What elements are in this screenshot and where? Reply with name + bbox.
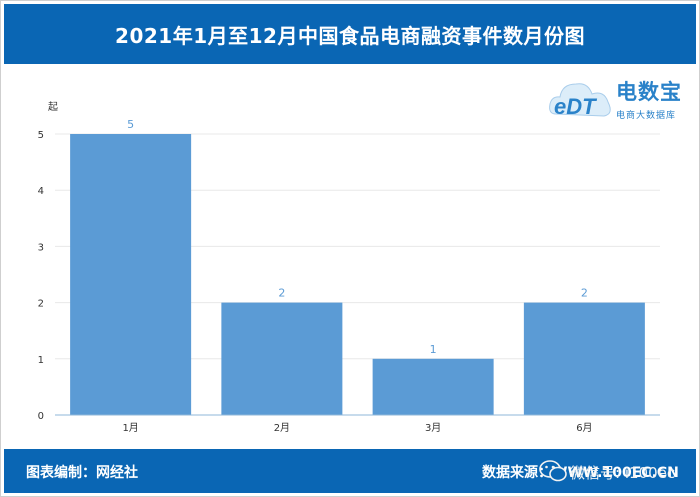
chart-title: 2021年1月至12月中国食品电商融资事件数月份图 (115, 23, 585, 48)
y-tick-label: 3 (38, 242, 44, 253)
bars (70, 134, 645, 415)
data-label: 2 (278, 287, 285, 300)
wechat-watermark: 微信号: i100ec (536, 457, 686, 485)
bar (523, 302, 645, 415)
bar (70, 134, 192, 415)
y-tick-label: 5 (38, 130, 44, 141)
logo-subtitle: 电商大数据库 (616, 111, 677, 121)
bar (221, 302, 343, 415)
x-tick-label: 1月 (122, 422, 138, 434)
data-label: 5 (127, 118, 134, 131)
footer-credit: 图表编制：网经社 (26, 465, 138, 481)
y-tick-label: 0 (38, 411, 44, 422)
data-label: 1 (430, 343, 437, 356)
edt-logo: eDT 电数宝 电商大数据库 (548, 70, 688, 126)
wechat-id: 微信号: i100ec (570, 464, 676, 482)
y-tick-labels: 0 1 2 3 4 5 (38, 130, 44, 422)
logo-mark: eDT (554, 94, 597, 119)
data-labels: 5 2 1 2 (127, 118, 588, 356)
y-tick-label: 4 (38, 186, 44, 197)
bar (372, 358, 494, 415)
data-label: 2 (581, 287, 588, 300)
cloud-logo-icon: eDT (549, 83, 611, 119)
wechat-icon (539, 460, 567, 482)
y-tick-label: 2 (38, 299, 44, 310)
chart-title-banner: 2021年1月至12月中国食品电商融资事件数月份图 (4, 4, 696, 64)
y-axis-label: 起 (48, 101, 58, 113)
x-tick-label: 6月 (576, 422, 592, 434)
x-tick-label: 2月 (274, 422, 290, 434)
x-tick-label: 3月 (425, 422, 441, 434)
y-tick-label: 1 (38, 355, 44, 366)
footer-source: 数据来源：WWW.100EC.CN (482, 465, 679, 481)
footer-bar: 图表编制：网经社 数据来源：WWW.100EC.CN 微信号: i100ec (4, 449, 696, 493)
logo-brand: 电数宝 (616, 80, 682, 104)
x-tick-labels: 1月 2月 3月 6月 (122, 422, 592, 434)
